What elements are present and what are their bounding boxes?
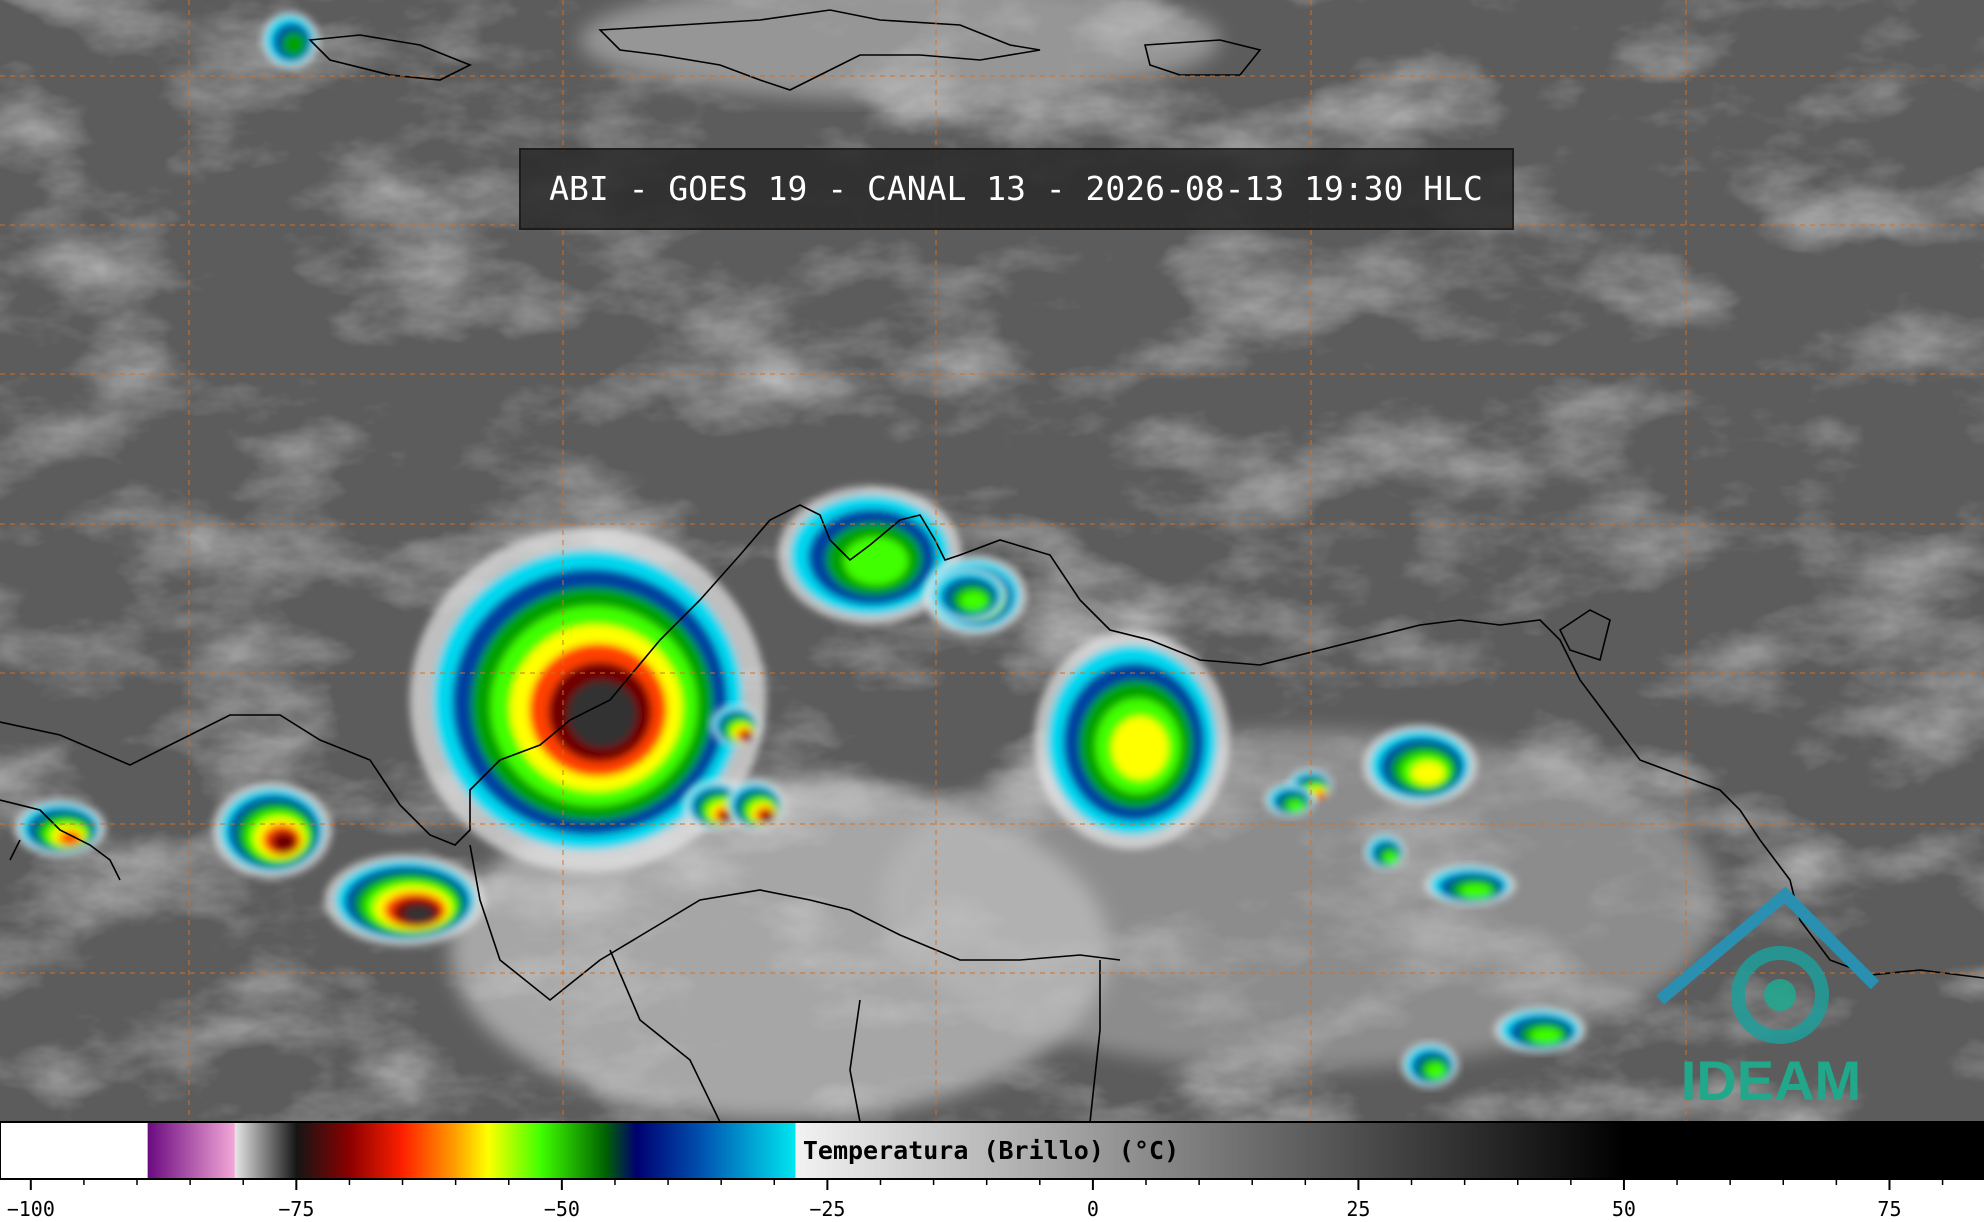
coastlines <box>0 9 1984 1123</box>
storm-ring <box>844 537 908 585</box>
colorbar-segment <box>699 1122 797 1179</box>
colorbar-segment <box>1623 1122 1984 1179</box>
storm <box>261 11 319 69</box>
storm-ring <box>403 905 435 923</box>
storm <box>1362 724 1478 806</box>
colorbar-segment <box>296 1122 350 1179</box>
colorbar-label: Temperatura (Brillo) (°C) <box>803 1136 1179 1165</box>
colorbar-segment <box>540 1122 605 1179</box>
storm-ring <box>1111 716 1169 780</box>
logo-roof <box>1656 886 1880 1005</box>
storm <box>1494 1007 1586 1053</box>
colorbar-segment <box>487 1122 542 1179</box>
storm <box>927 566 1009 624</box>
colorbar-tick-label: −50 <box>544 1197 580 1221</box>
colorbar-segment <box>147 1122 236 1179</box>
title-box <box>519 148 1514 230</box>
storm <box>14 799 106 857</box>
storm-ring <box>1426 1063 1446 1079</box>
title: ABI - GOES 19 - CANAL 13 - 2026-08-13 19… <box>549 169 1483 208</box>
storm-ring <box>58 830 82 846</box>
storm <box>1401 1042 1459 1088</box>
colorbar-segment <box>455 1122 489 1179</box>
colorbar-tick-label: −25 <box>809 1197 845 1221</box>
storm-ring <box>281 31 307 57</box>
colorbar-tick-label: 50 <box>1612 1197 1636 1221</box>
logo-text: IDEAM <box>1681 1049 1861 1112</box>
logo-swirl <box>1731 946 1829 1044</box>
storm-ring <box>1460 883 1492 899</box>
storm <box>709 704 761 746</box>
storm-ring <box>271 831 297 853</box>
colorbar-segment <box>349 1122 404 1179</box>
colorbar-tick-label: −75 <box>278 1197 314 1221</box>
colorbar: Temperatura (Brillo) (°C) −100 −75 −50 −25 0… <box>0 1121 1984 1221</box>
storm <box>1424 864 1516 906</box>
storm-ring <box>1287 800 1305 812</box>
storm-ring <box>960 591 988 611</box>
storm-ring <box>760 811 774 823</box>
storm-ring <box>567 680 637 748</box>
storm-ring <box>1530 1028 1562 1044</box>
colorbar-tick-label: 0 <box>1087 1197 1099 1221</box>
storm-ring <box>1383 851 1399 865</box>
storm <box>324 854 486 946</box>
logo-eye <box>1764 979 1796 1011</box>
colorbar-tick-label: 25 <box>1346 1197 1370 1221</box>
convective-cells <box>14 11 1586 1088</box>
storm-ring <box>1411 761 1445 785</box>
storm <box>1264 782 1316 818</box>
colorbar-segment <box>0 1122 149 1179</box>
cloud-field <box>580 0 1220 100</box>
logo: IDEAM <box>1656 886 1880 1112</box>
storm <box>778 486 962 624</box>
colorbar-segment <box>234 1122 297 1179</box>
colorbar-segment <box>795 1122 1625 1179</box>
colorbar-segment <box>402 1122 457 1179</box>
storm-ring <box>741 732 753 742</box>
colorbar-tick-label: 75 <box>1877 1197 1901 1221</box>
storm <box>212 781 332 879</box>
storm <box>725 779 785 831</box>
storm <box>409 527 767 873</box>
colorbar-tick-label: −100 <box>7 1197 55 1221</box>
colorbar-frame <box>0 1121 1984 1180</box>
storm <box>1034 630 1230 850</box>
storm-ring <box>1314 791 1326 799</box>
storm <box>1364 833 1406 871</box>
colorbar-segment <box>636 1122 701 1179</box>
colorbar-segment <box>604 1122 637 1179</box>
map: ABI - GOES 19 - CANAL 13 - 2026-08-13 19… <box>0 0 1984 1123</box>
